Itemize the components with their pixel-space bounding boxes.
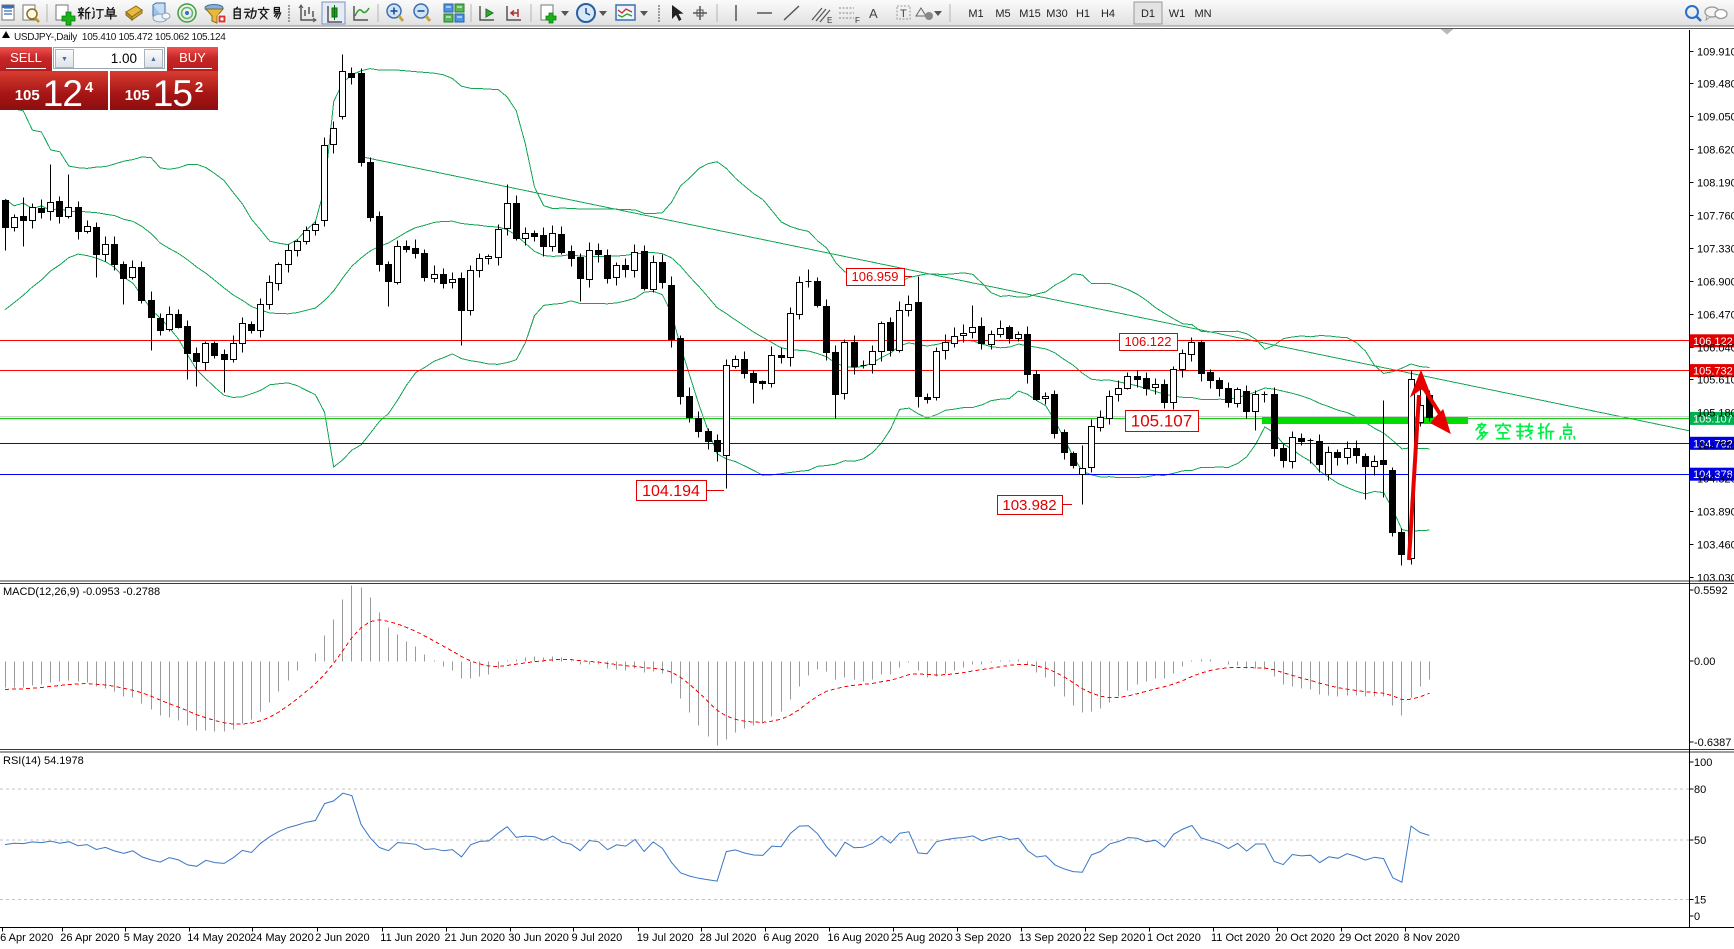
svg-text:MACD(12,26,9) -0.0953 -0.2788: MACD(12,26,9) -0.0953 -0.2788 [3,586,160,598]
svg-text:8 Nov 2020: 8 Nov 2020 [1404,932,1460,944]
svg-text:103.982: 103.982 [1002,497,1056,514]
svg-text:-0.6387: -0.6387 [1694,737,1731,749]
svg-text:3 Sep 2020: 3 Sep 2020 [955,932,1011,944]
svg-text:50: 50 [1694,835,1706,847]
svg-text:M1: M1 [968,8,983,20]
svg-text:29 Oct 2020: 29 Oct 2020 [1339,932,1399,944]
svg-text:M5: M5 [995,8,1010,20]
svg-text:6 Aug 2020: 6 Aug 2020 [763,932,819,944]
svg-text:105.610: 105.610 [1697,375,1734,387]
svg-text:11 Jun 2020: 11 Jun 2020 [380,932,440,944]
svg-text:104.194: 104.194 [642,483,700,500]
svg-text:5 May 2020: 5 May 2020 [124,932,181,944]
svg-text:0.5592: 0.5592 [1694,585,1728,597]
svg-text:80: 80 [1694,784,1706,796]
svg-text:103.460: 103.460 [1697,540,1734,552]
svg-text:106.122: 106.122 [1693,336,1733,348]
svg-text:109.910: 109.910 [1697,47,1734,59]
svg-text:106.122: 106.122 [1125,334,1172,349]
svg-text:16 Apr 2020: 16 Apr 2020 [0,932,53,944]
svg-text:105.732: 105.732 [1693,366,1733,378]
svg-text:107.760: 107.760 [1697,211,1734,223]
svg-text:M15: M15 [1019,8,1040,20]
svg-text:MN: MN [1194,8,1211,20]
svg-text:16 Aug 2020: 16 Aug 2020 [827,932,889,944]
svg-text:103.890: 103.890 [1697,507,1734,519]
svg-text:108.190: 108.190 [1697,178,1734,190]
svg-text:103.030: 103.030 [1697,573,1734,585]
svg-text:28 Jul 2020: 28 Jul 2020 [700,932,757,944]
svg-text:22 Sep 2020: 22 Sep 2020 [1083,932,1145,944]
svg-text:106.900: 106.900 [1697,277,1734,289]
svg-text:105.107: 105.107 [1693,413,1733,425]
svg-text:F: F [855,16,860,25]
svg-text:9 Jul 2020: 9 Jul 2020 [572,932,623,944]
svg-text:1 Oct 2020: 1 Oct 2020 [1147,932,1201,944]
svg-text:M30: M30 [1046,8,1067,20]
svg-text:105.107: 105.107 [1131,412,1192,431]
svg-text:H1: H1 [1076,8,1090,20]
svg-text:14 May 2020: 14 May 2020 [187,932,251,944]
svg-text:106.959: 106.959 [852,269,899,284]
svg-text:104.750: 104.750 [1697,441,1734,453]
svg-text:USDJPY-,Daily 105.410 105.472: USDJPY-,Daily 105.410 105.472 105.062 10… [14,32,226,43]
svg-text:24 May 2020: 24 May 2020 [250,932,314,944]
svg-text:0.00: 0.00 [1694,656,1715,668]
svg-text:13 Sep 2020: 13 Sep 2020 [1019,932,1081,944]
svg-text:2 Jun 2020: 2 Jun 2020 [315,932,369,944]
svg-text:104.782: 104.782 [1693,438,1733,450]
svg-text:19 Jul 2020: 19 Jul 2020 [637,932,694,944]
svg-text:A: A [869,6,878,21]
svg-text:104.378: 104.378 [1693,469,1733,481]
svg-text:0: 0 [1694,911,1700,923]
svg-text:109.480: 109.480 [1697,79,1734,91]
svg-text:106.040: 106.040 [1697,343,1734,355]
svg-text:106.470: 106.470 [1697,310,1734,322]
svg-text:105.180: 105.180 [1697,408,1734,420]
svg-text:25 Aug 2020: 25 Aug 2020 [891,932,953,944]
svg-text:T: T [900,8,907,20]
svg-text:15: 15 [1694,895,1706,907]
svg-text:30 Jun 2020: 30 Jun 2020 [508,932,569,944]
svg-text:108.620: 108.620 [1697,145,1734,157]
svg-text:21 Jun 2020: 21 Jun 2020 [445,932,506,944]
svg-text:11 Oct 2020: 11 Oct 2020 [1211,932,1270,944]
svg-text:107.330: 107.330 [1697,244,1734,256]
svg-text:E: E [827,16,832,25]
svg-text:100: 100 [1694,757,1712,769]
svg-text:RSI(14) 54.1978: RSI(14) 54.1978 [3,755,84,767]
svg-text:D1: D1 [1141,8,1155,20]
svg-text:26 Apr 2020: 26 Apr 2020 [60,932,119,944]
svg-text:20 Oct 2020: 20 Oct 2020 [1275,932,1335,944]
svg-text:109.050: 109.050 [1697,112,1734,124]
svg-text:W1: W1 [1169,8,1186,20]
svg-text:104.320: 104.320 [1697,474,1734,486]
svg-text:H4: H4 [1101,8,1115,20]
